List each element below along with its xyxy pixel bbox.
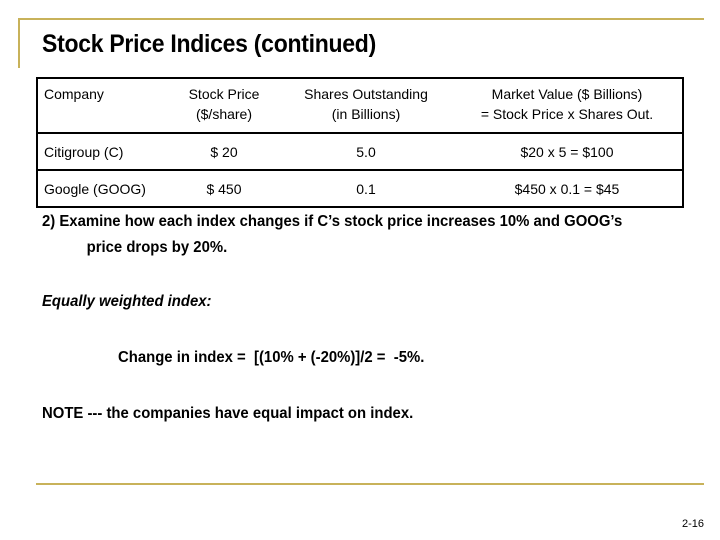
cell-shares: 0.1 [280, 169, 452, 207]
slide-number: 2-16 [681, 518, 704, 530]
question-line2: price drops by 20%. [86, 239, 228, 256]
header-market-value: Market Value ($ Billions) = Stock Price … [452, 78, 683, 133]
header-stock-price-line1: Stock Price [188, 86, 260, 102]
question-text: 2) Examine how each index changes if C’s… [42, 209, 647, 261]
question-line1: 2) Examine how each index changes if C’s… [42, 213, 623, 230]
cell-company: Google (GOOG) [37, 169, 168, 207]
index-change-calculation: Change in index = [(10% + (-20%)]/2 = -5… [118, 349, 425, 366]
table-row: Citigroup (C) $ 20 5.0 $20 x 5 = $100 [37, 132, 683, 170]
header-market-value-line1: Market Value ($ Billions) [491, 86, 643, 102]
header-shares: Shares Outstanding (in Billions) [280, 78, 452, 133]
header-market-value-line2: = Stock Price x Shares Out. [480, 106, 654, 122]
cell-shares: 5.0 [280, 132, 452, 170]
equal-weighted-heading: Equally weighted index: [42, 293, 212, 310]
slide-title: Stock Price Indices (continued) [42, 30, 376, 58]
header-stock-price-line2: ($/share) [195, 106, 253, 122]
table-row: Google (GOOG) $ 450 0.1 $450 x 0.1 = $45 [37, 169, 683, 207]
table-header-row: Company Stock Price ($/share) Shares Out… [37, 78, 683, 133]
note-text: NOTE --- the companies have equal impact… [42, 405, 414, 422]
left-accent-rule [18, 18, 20, 68]
cell-price: $ 450 [168, 169, 280, 207]
cell-market-value: $20 x 5 = $100 [452, 132, 683, 170]
cell-company: Citigroup (C) [37, 132, 168, 170]
header-shares-line2: (in Billions) [331, 106, 401, 122]
cell-price: $ 20 [168, 132, 280, 170]
cell-market-value: $450 x 0.1 = $45 [452, 169, 683, 207]
stock-table: Company Stock Price ($/share) Shares Out… [36, 77, 684, 208]
header-stock-price: Stock Price ($/share) [168, 78, 280, 133]
top-rule [18, 18, 704, 20]
bottom-rule [36, 483, 704, 485]
header-company: Company [44, 86, 104, 102]
header-shares-line1: Shares Outstanding [304, 86, 428, 102]
